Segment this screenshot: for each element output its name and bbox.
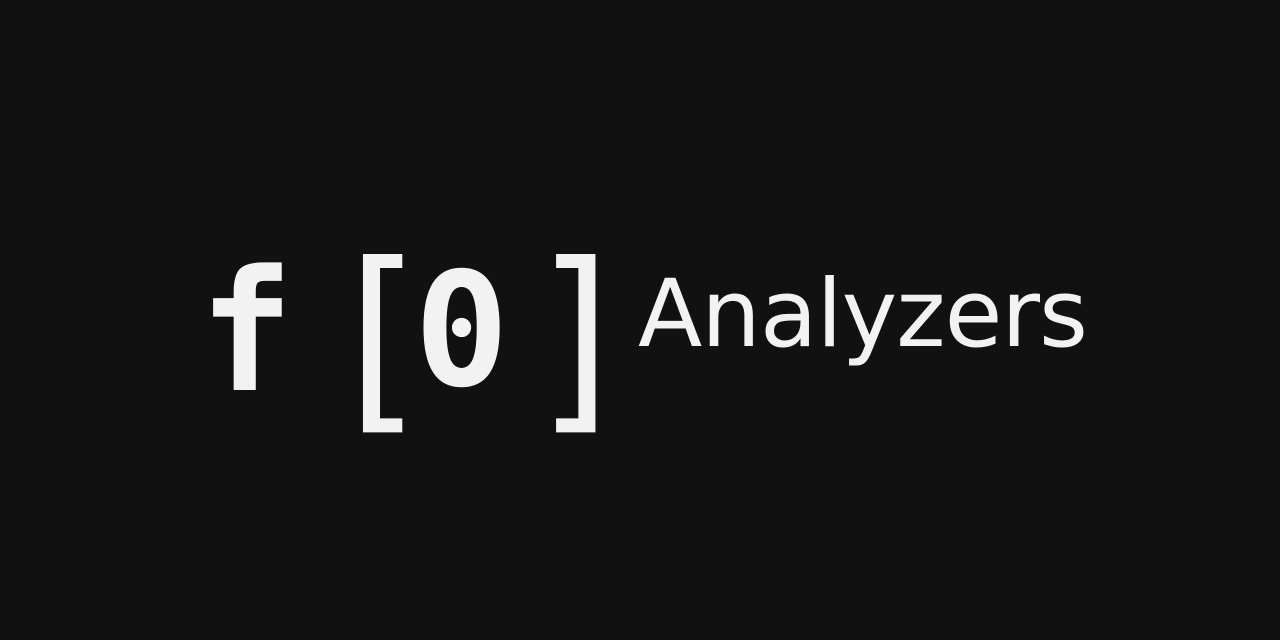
logo-bracket-open: [ <box>320 221 435 454</box>
logo-digit-zero: 0 <box>414 239 510 423</box>
f0-logo-mark: f [ 0 ] <box>196 234 638 438</box>
logo-wordmark: Analyzers <box>638 260 1088 369</box>
logo-letter-f: f <box>200 234 294 430</box>
logo-bracket-close: ] <box>524 221 639 454</box>
